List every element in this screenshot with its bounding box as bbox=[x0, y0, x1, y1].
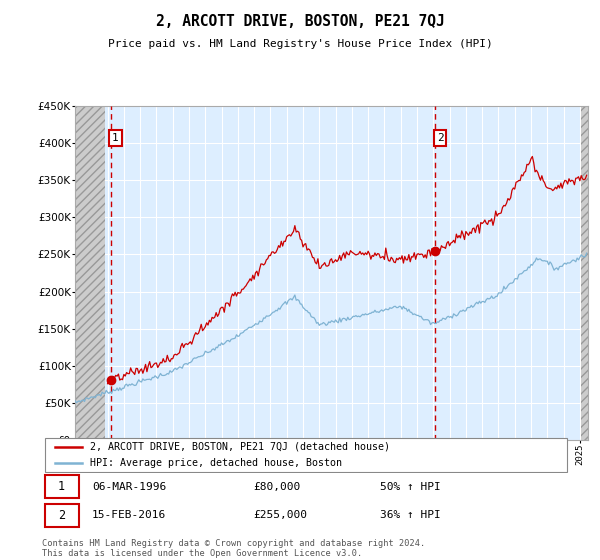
Text: HPI: Average price, detached house, Boston: HPI: Average price, detached house, Bost… bbox=[89, 459, 341, 468]
Text: 2, ARCOTT DRIVE, BOSTON, PE21 7QJ (detached house): 2, ARCOTT DRIVE, BOSTON, PE21 7QJ (detac… bbox=[89, 442, 389, 451]
Text: 06-MAR-1996: 06-MAR-1996 bbox=[92, 482, 166, 492]
Text: 50% ↑ HPI: 50% ↑ HPI bbox=[380, 482, 440, 492]
Text: 36% ↑ HPI: 36% ↑ HPI bbox=[380, 510, 440, 520]
FancyBboxPatch shape bbox=[44, 475, 79, 498]
Text: 1: 1 bbox=[58, 480, 65, 493]
Bar bbox=[75, 106, 105, 440]
FancyBboxPatch shape bbox=[44, 503, 79, 527]
Text: 2: 2 bbox=[58, 508, 65, 522]
Text: Contains HM Land Registry data © Crown copyright and database right 2024.: Contains HM Land Registry data © Crown c… bbox=[42, 539, 425, 548]
Text: 1: 1 bbox=[112, 133, 119, 143]
Text: 15-FEB-2016: 15-FEB-2016 bbox=[92, 510, 166, 520]
FancyBboxPatch shape bbox=[44, 438, 568, 472]
Text: 2: 2 bbox=[437, 133, 443, 143]
Text: £80,000: £80,000 bbox=[253, 482, 301, 492]
Text: £255,000: £255,000 bbox=[253, 510, 307, 520]
Text: This data is licensed under the Open Government Licence v3.0.: This data is licensed under the Open Gov… bbox=[42, 549, 362, 558]
Bar bbox=[581, 106, 598, 440]
Text: 2, ARCOTT DRIVE, BOSTON, PE21 7QJ: 2, ARCOTT DRIVE, BOSTON, PE21 7QJ bbox=[155, 14, 445, 29]
Text: Price paid vs. HM Land Registry's House Price Index (HPI): Price paid vs. HM Land Registry's House … bbox=[107, 39, 493, 49]
